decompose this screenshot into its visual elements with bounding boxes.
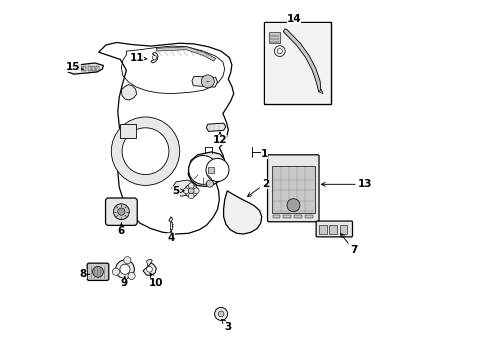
Circle shape <box>201 75 214 88</box>
Bar <box>120 124 136 138</box>
Polygon shape <box>168 217 172 222</box>
Circle shape <box>193 188 199 194</box>
Polygon shape <box>192 76 217 87</box>
FancyBboxPatch shape <box>105 198 137 225</box>
Circle shape <box>111 117 179 185</box>
Text: 10: 10 <box>149 273 163 288</box>
Circle shape <box>128 272 135 279</box>
Text: 2: 2 <box>247 179 268 197</box>
FancyBboxPatch shape <box>87 263 108 280</box>
Bar <box>87 66 91 71</box>
Circle shape <box>206 180 213 187</box>
Text: 8: 8 <box>80 269 89 279</box>
Text: 1: 1 <box>260 149 267 159</box>
Circle shape <box>214 307 227 320</box>
Polygon shape <box>223 191 261 234</box>
Circle shape <box>188 156 217 184</box>
Circle shape <box>183 188 189 194</box>
Circle shape <box>115 260 134 279</box>
Bar <box>265 23 329 103</box>
Bar <box>83 66 86 71</box>
Text: 9: 9 <box>120 276 127 288</box>
Bar <box>92 66 95 71</box>
Polygon shape <box>142 263 156 275</box>
Bar <box>272 215 280 218</box>
Text: 5: 5 <box>172 186 183 196</box>
Circle shape <box>113 204 129 220</box>
Polygon shape <box>318 89 322 94</box>
Text: 12: 12 <box>212 132 227 145</box>
Text: 11: 11 <box>130 53 147 63</box>
Polygon shape <box>121 85 136 100</box>
Circle shape <box>188 193 194 199</box>
Bar <box>75 66 78 71</box>
Circle shape <box>120 264 130 274</box>
Polygon shape <box>171 180 194 196</box>
Circle shape <box>184 184 197 197</box>
Polygon shape <box>156 47 215 61</box>
Circle shape <box>205 158 228 181</box>
Circle shape <box>277 49 282 54</box>
Bar <box>79 66 82 71</box>
Text: 15: 15 <box>66 62 83 72</box>
Circle shape <box>123 257 131 264</box>
Polygon shape <box>206 123 225 131</box>
Polygon shape <box>283 29 320 92</box>
Bar <box>264 22 330 104</box>
Circle shape <box>122 128 168 175</box>
Polygon shape <box>151 52 158 63</box>
Polygon shape <box>99 42 233 234</box>
Circle shape <box>188 183 194 189</box>
Circle shape <box>218 311 224 317</box>
Bar <box>283 215 291 218</box>
Polygon shape <box>170 222 171 229</box>
Circle shape <box>112 268 119 275</box>
Bar <box>339 225 346 234</box>
Bar <box>207 167 214 173</box>
Bar <box>329 225 336 234</box>
Polygon shape <box>68 63 103 74</box>
Circle shape <box>146 266 152 272</box>
Circle shape <box>152 55 156 60</box>
Text: 4: 4 <box>167 230 174 243</box>
Circle shape <box>118 208 125 215</box>
Polygon shape <box>188 152 225 186</box>
Polygon shape <box>146 259 152 266</box>
Text: 14: 14 <box>286 14 301 24</box>
Bar <box>96 66 99 71</box>
Bar <box>319 225 326 234</box>
Circle shape <box>92 266 103 277</box>
Text: 13: 13 <box>321 179 371 189</box>
Circle shape <box>274 46 285 57</box>
Bar <box>305 215 312 218</box>
FancyBboxPatch shape <box>267 155 318 222</box>
Bar <box>294 215 302 218</box>
Bar <box>271 166 314 213</box>
Circle shape <box>286 199 299 212</box>
Bar <box>268 32 279 43</box>
FancyBboxPatch shape <box>316 221 352 237</box>
Text: 6: 6 <box>118 223 125 236</box>
Text: 3: 3 <box>222 319 231 332</box>
Circle shape <box>188 188 194 194</box>
Text: 7: 7 <box>340 233 357 255</box>
